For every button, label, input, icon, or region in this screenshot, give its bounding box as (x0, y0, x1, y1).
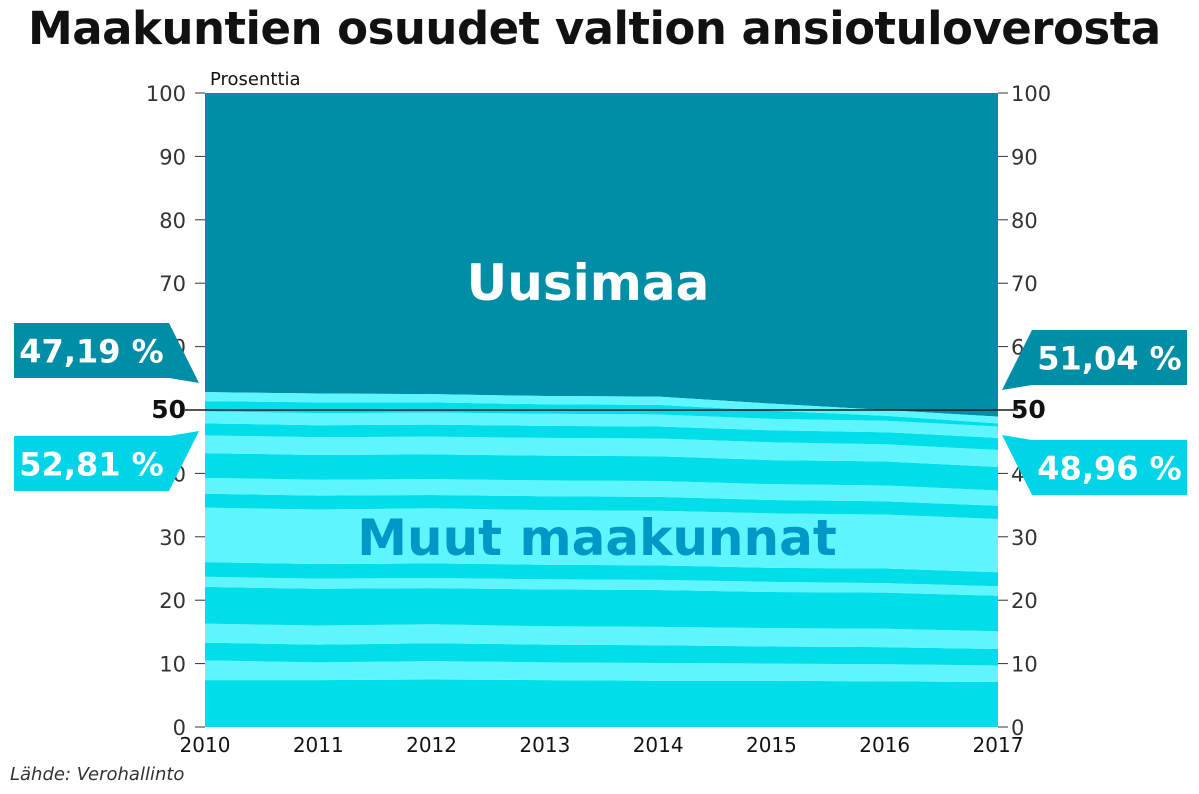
chart-areas (205, 93, 998, 727)
callout-muut-2017-text: 48,96 % (1037, 450, 1181, 488)
callout-muut-2010-text: 52,81 % (19, 446, 163, 484)
y-tick-label-left-100: 100 (146, 82, 186, 106)
y-tick-label-left-30: 30 (159, 526, 186, 550)
y-tick-label-right-80: 80 (1011, 209, 1038, 233)
region-band-7 (205, 562, 998, 587)
region-band-9 (205, 493, 998, 520)
region-band-8 (205, 507, 998, 573)
callout-muut-2010-pointer (169, 431, 199, 491)
y-tick-label-right-20: 20 (1011, 589, 1038, 613)
region-band-13 (205, 423, 998, 450)
y-tick-label-left-0: 0 (173, 716, 186, 740)
x-tick-label-2015: 2015 (746, 733, 797, 757)
x-tick-label-2013: 2013 (519, 733, 570, 757)
y-tick-label-left-50: 50 (151, 395, 186, 424)
callout-muut-2017-pointer (1002, 435, 1032, 495)
y-tick-label-left-90: 90 (159, 145, 186, 169)
x-tick-label-2012: 2012 (406, 733, 457, 757)
region-band-3 (205, 642, 998, 666)
region-band-5 (205, 586, 998, 632)
callout-uusimaa-2017: 51,04 % (1002, 330, 1187, 390)
callout-muut-2017: 48,96 % (1002, 435, 1187, 495)
y-tick-label-right-70: 70 (1011, 272, 1038, 296)
y-tick-label-right-10: 10 (1011, 653, 1038, 677)
series-area-uusimaa (205, 93, 998, 417)
y-tick-label-right-0: 0 (1011, 716, 1024, 740)
chart-axes: 0010102020303040405050606070708080909010… (146, 69, 1051, 757)
region-band-12 (205, 435, 998, 468)
callout-uusimaa-2010: 47,19 % (14, 323, 199, 383)
y-tick-label-right-100: 100 (1011, 82, 1051, 106)
y-tick-label-left-70: 70 (159, 272, 186, 296)
y-tick-label-left-10: 10 (159, 653, 186, 677)
callout-uusimaa-2010-pointer (169, 323, 199, 383)
callout-muut-2017-box (1032, 440, 1187, 495)
y-tick-label-right-90: 90 (1011, 145, 1038, 169)
region-band-11 (205, 453, 998, 491)
callout-uusimaa-2010-text: 47,19 % (19, 333, 163, 371)
region-band-6 (205, 576, 998, 596)
chart-labels: Uusimaa Muut maakunnat 47,19 % 52,81 % 51,04… (14, 254, 1187, 567)
callout-uusimaa-2010-box (14, 323, 169, 378)
region-band-4 (205, 623, 998, 650)
region-band-16 (205, 392, 998, 424)
x-tick-label-2011: 2011 (293, 733, 344, 757)
x-tick-label-2010: 2010 (180, 733, 231, 757)
region-band-1 (205, 679, 998, 727)
callout-uusimaa-2017-box (1032, 330, 1187, 385)
chart-title: Maakuntien osuudet valtion ansiotulovero… (28, 2, 1161, 55)
callout-muut-2010: 52,81 % (14, 431, 199, 491)
y-tick-label-left-80: 80 (159, 209, 186, 233)
y-axis-label: Prosenttia (210, 69, 301, 90)
callout-uusimaa-2017-text: 51,04 % (1037, 340, 1181, 378)
y-tick-label-right-30: 30 (1011, 526, 1038, 550)
callout-uusimaa-2017-pointer (1002, 330, 1032, 390)
region-band-2 (205, 660, 998, 682)
area-label-muut-maakunnat: Muut maakunnat (357, 509, 837, 567)
x-tick-label-2016: 2016 (859, 733, 910, 757)
x-tick-label-2014: 2014 (633, 733, 684, 757)
area-label-uusimaa: Uusimaa (467, 254, 710, 312)
source-note: Lähde: Verohallinto (10, 764, 185, 785)
callout-muut-2010-box (14, 436, 169, 491)
x-tick-label-2017: 2017 (973, 733, 1024, 757)
region-band-10 (205, 477, 998, 506)
region-band-14 (205, 411, 998, 438)
y-tick-label-left-20: 20 (159, 589, 186, 613)
y-tick-label-right-50: 50 (1011, 395, 1046, 424)
region-band-15 (205, 401, 998, 427)
